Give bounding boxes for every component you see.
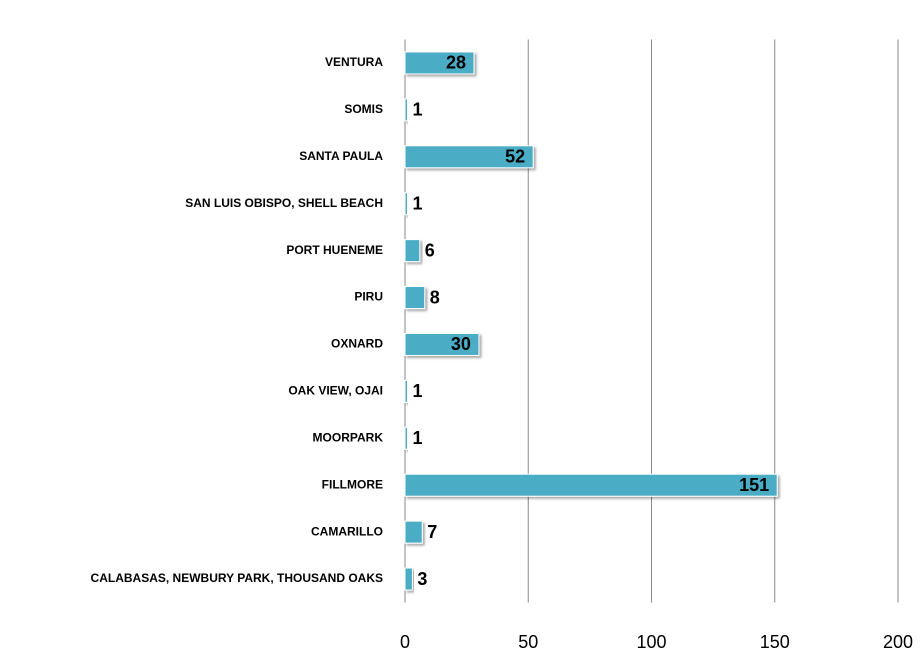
y-tick-label: OAK VIEW, OJAI bbox=[288, 384, 383, 398]
bar bbox=[404, 520, 423, 544]
bar bbox=[404, 567, 413, 591]
bar bbox=[404, 192, 408, 216]
y-tick-label: PORT HUENEME bbox=[286, 243, 383, 257]
y-tick-label: VENTURA bbox=[325, 55, 383, 69]
y-tick-label: CALABASAS, NEWBURY PARK, THOUSAND OAKS bbox=[91, 571, 383, 585]
bar bbox=[404, 426, 408, 450]
x-tick-label: 50 bbox=[518, 632, 538, 652]
value-label: 3 bbox=[417, 569, 427, 589]
bar bbox=[404, 473, 778, 497]
y-tick-label: PIRU bbox=[354, 290, 383, 304]
bar bbox=[404, 145, 534, 169]
bar bbox=[404, 332, 480, 356]
bar bbox=[404, 379, 408, 403]
value-label: 7 bbox=[427, 522, 437, 542]
value-label: 6 bbox=[425, 240, 435, 260]
y-tick-label: MOORPARK bbox=[313, 430, 384, 444]
value-label: 151 bbox=[739, 475, 769, 495]
y-tick-label: CAMARILLO bbox=[311, 524, 383, 538]
y-tick-label: SAN LUIS OBISPO, SHELL BEACH bbox=[185, 196, 383, 210]
value-label: 8 bbox=[430, 287, 440, 307]
value-label: 1 bbox=[412, 428, 422, 448]
y-tick-label: SANTA PAULA bbox=[299, 149, 383, 163]
x-tick-label: 0 bbox=[400, 632, 410, 652]
x-tick-label: 150 bbox=[760, 632, 790, 652]
x-tick-label: 200 bbox=[883, 632, 913, 652]
x-tick-label: 100 bbox=[636, 632, 666, 652]
value-label: 52 bbox=[505, 147, 525, 167]
value-label: 28 bbox=[446, 53, 466, 73]
y-tick-label: FILLMORE bbox=[322, 477, 383, 491]
bar bbox=[404, 239, 421, 263]
bar bbox=[404, 51, 475, 75]
bar bbox=[404, 98, 408, 122]
y-tick-label: OXNARD bbox=[331, 337, 383, 351]
bar bbox=[404, 286, 426, 310]
value-label: 30 bbox=[451, 334, 471, 354]
y-tick-label: SOMIS bbox=[344, 102, 383, 116]
value-label: 1 bbox=[412, 193, 422, 213]
value-label: 1 bbox=[412, 381, 422, 401]
value-label: 1 bbox=[412, 100, 422, 120]
